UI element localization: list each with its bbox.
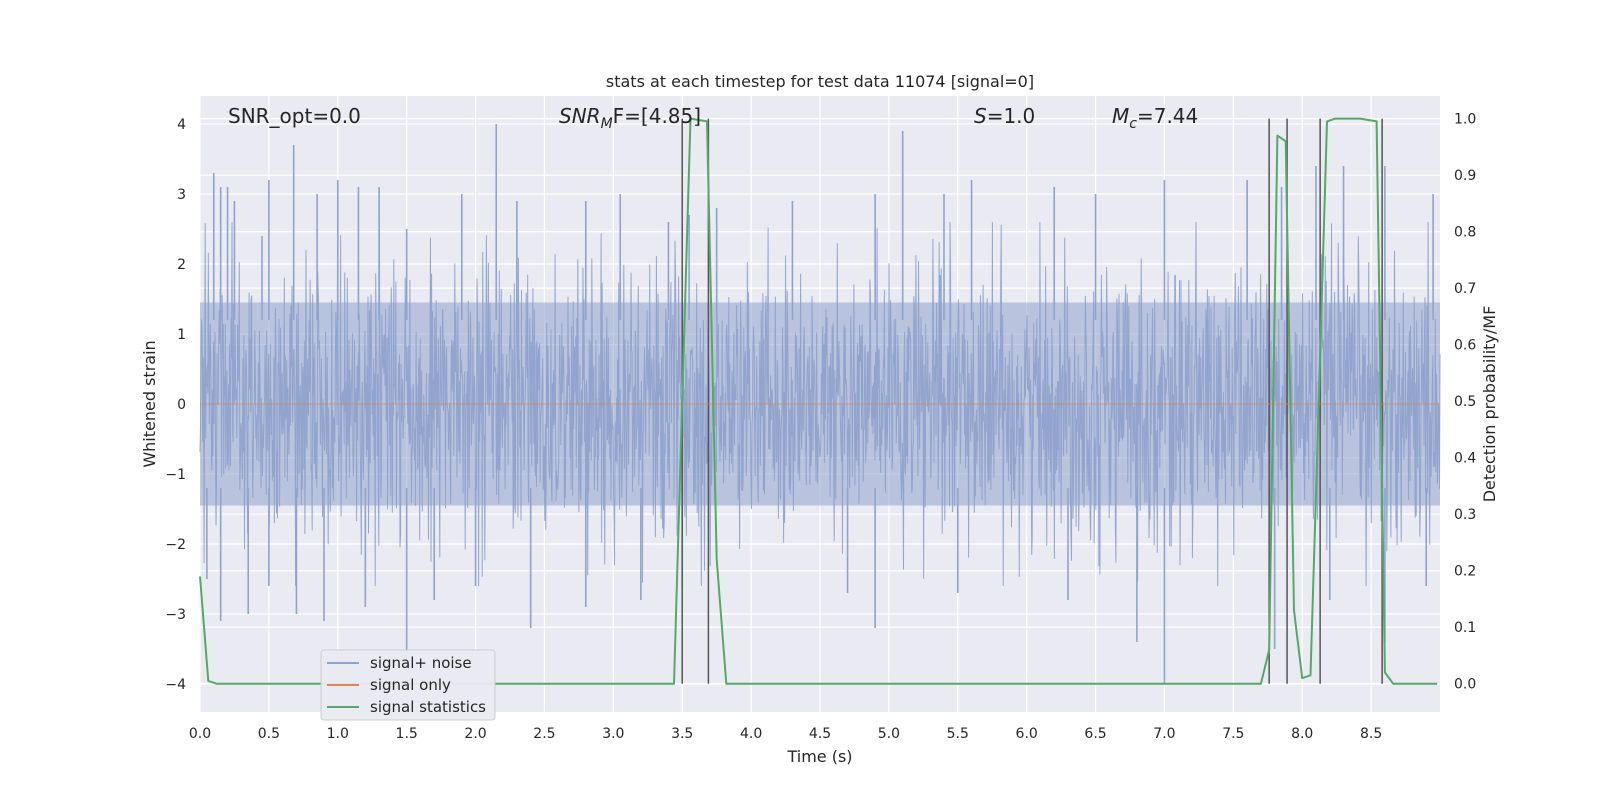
x-tick-14: 7.0 xyxy=(1153,726,1175,742)
yright-tick-1: 0.9 xyxy=(1454,168,1476,184)
annotation-s: S=1.0 xyxy=(974,104,1035,128)
x-tick-labels: 0.0 0.5 1.0 1.5 2.0 2.5 3.0 3.5 4.0 4.5 5.0 5.5 6.0 6… xyxy=(189,726,1382,742)
yright-tick-8: 0.2 xyxy=(1454,564,1476,580)
x-tick-7: 3.5 xyxy=(671,726,693,742)
yleft-tick-6: −2 xyxy=(165,537,186,553)
x-tick-17: 8.5 xyxy=(1360,726,1382,742)
legend-label-signal-noise: signal+ noise xyxy=(370,654,472,672)
x-tick-5: 2.5 xyxy=(533,726,555,742)
x-tick-10: 5.0 xyxy=(878,726,900,742)
x-axis-label: Time (s) xyxy=(786,747,852,766)
yright-tick-10: 0.0 xyxy=(1454,677,1476,693)
annotation-s-main: S xyxy=(974,104,987,128)
yleft-tick-8: −4 xyxy=(165,677,186,693)
yleft-tick-7: −3 xyxy=(165,607,186,623)
yleft-tick-5: −1 xyxy=(165,467,186,483)
x-tick-1: 0.5 xyxy=(258,726,280,742)
chart-title: stats at each timestep for test data 110… xyxy=(606,72,1034,91)
yleft-tick-2: 2 xyxy=(177,257,186,273)
annotation-snr-mf-sub: M xyxy=(601,116,613,132)
legend: signal+ noise signal only signal statist… xyxy=(320,649,496,721)
yright-tick-7: 0.3 xyxy=(1454,507,1476,523)
annotation-snr-mf: SNRMF=[4.85] xyxy=(559,104,701,132)
annotation-mc-sub: c xyxy=(1129,116,1137,132)
y-right-tick-labels: 1.0 0.9 0.8 0.7 0.6 0.5 0.4 0.3 0.2 0.1 0.0 xyxy=(1454,112,1476,693)
annotation-mc: Mc=7.44 xyxy=(1112,104,1198,132)
yright-tick-0: 1.0 xyxy=(1454,112,1476,128)
x-tick-15: 7.5 xyxy=(1222,726,1244,742)
x-tick-3: 1.5 xyxy=(396,726,418,742)
yright-tick-3: 0.7 xyxy=(1454,281,1476,297)
yleft-tick-0: 4 xyxy=(177,117,186,133)
annotation-mc-rest: =7.44 xyxy=(1137,104,1198,128)
x-tick-13: 6.5 xyxy=(1084,726,1106,742)
x-tick-0: 0.0 xyxy=(189,726,211,742)
yright-tick-2: 0.8 xyxy=(1454,225,1476,241)
x-tick-16: 8.0 xyxy=(1291,726,1313,742)
legend-label-signal-only: signal only xyxy=(370,676,451,694)
y-left-axis-label: Whitened strain xyxy=(140,340,159,467)
series-signal-statistics xyxy=(199,117,1438,685)
annotation-s-rest: =1.0 xyxy=(987,104,1036,128)
yright-tick-4: 0.6 xyxy=(1454,338,1476,354)
yleft-tick-3: 1 xyxy=(177,327,186,343)
annotation-snr-mf-rest: F=[4.85] xyxy=(613,104,701,128)
yright-tick-5: 0.5 xyxy=(1454,394,1476,410)
annotation-snr-mf-main: SNR xyxy=(559,104,601,128)
annotation-mc-main: M xyxy=(1112,104,1129,128)
x-tick-2: 1.0 xyxy=(327,726,349,742)
x-tick-9: 4.5 xyxy=(809,726,831,742)
signal-statistics-line xyxy=(199,117,1438,685)
x-tick-12: 6.0 xyxy=(1016,726,1038,742)
x-tick-11: 5.5 xyxy=(947,726,969,742)
x-tick-6: 3.0 xyxy=(602,726,624,742)
legend-label-signal-statistics: signal statistics xyxy=(370,698,486,716)
legend-box xyxy=(320,649,496,721)
x-tick-4: 2.0 xyxy=(464,726,486,742)
yleft-tick-1: 3 xyxy=(177,187,186,203)
y-left-tick-labels: 4 3 2 1 0 −1 −2 −3 −4 xyxy=(165,117,186,693)
yright-tick-6: 0.4 xyxy=(1454,451,1476,467)
x-tick-8: 4.0 xyxy=(740,726,762,742)
yleft-tick-4: 0 xyxy=(177,397,186,413)
y-right-axis-label: Detection probability/MF xyxy=(1480,306,1499,503)
yright-tick-9: 0.1 xyxy=(1454,620,1476,636)
annotation-snr-opt: SNR_opt=0.0 xyxy=(228,104,361,128)
